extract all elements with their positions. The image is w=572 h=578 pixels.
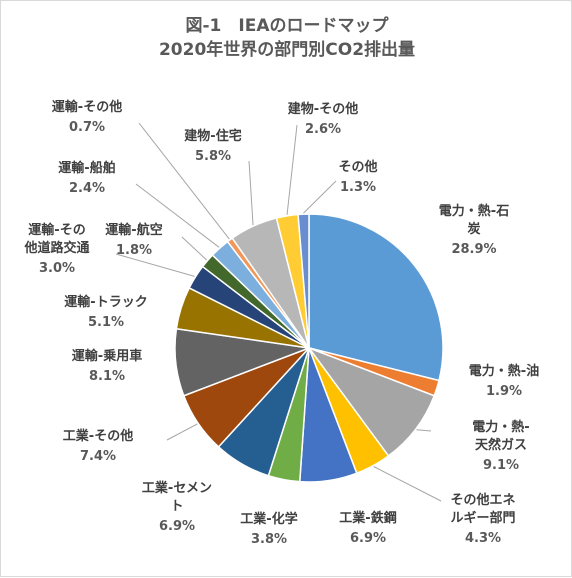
- slice-label: その他: [338, 159, 377, 175]
- leader-line: [373, 466, 442, 502]
- leader-line: [138, 122, 230, 240]
- slice-label: 運輸-その他: [52, 99, 122, 115]
- slice-value-label: 28.9%: [451, 242, 496, 257]
- slice-value-label: 2.4%: [69, 181, 105, 196]
- slice-label: 天然ガス: [475, 437, 527, 453]
- slice-label: 工業-鉄鋼: [339, 510, 396, 526]
- slice-label: 電力・熱-: [472, 419, 529, 435]
- slice-value-label: 9.1%: [483, 458, 519, 473]
- chart-title-line-1: 図-1 IEAのロードマップ: [185, 16, 389, 36]
- slice-label: 運輸-その: [28, 222, 85, 238]
- slice-value-label: 5.8%: [195, 149, 231, 164]
- chart-title-line-2: 2020年世界の部門別CO2排出量: [158, 40, 416, 60]
- leader-line: [248, 160, 254, 226]
- slice-value-label: 2.6%: [305, 122, 341, 137]
- slice-value-label: 8.1%: [89, 369, 125, 384]
- slice-label: 運輸-航空: [105, 222, 162, 238]
- slice-value-label: 3.8%: [251, 532, 287, 547]
- slice-value-label: 5.1%: [88, 315, 124, 330]
- leader-line: [416, 429, 432, 432]
- slice-label: 建物-その他: [288, 101, 358, 117]
- slice-value-label: 6.9%: [159, 519, 195, 534]
- slice-label: 工業-化学: [240, 511, 297, 527]
- slice-label: ト: [170, 499, 183, 514]
- slice-label: 電力・熱-石: [439, 203, 509, 219]
- slice-label: 運輸-乗用車: [72, 348, 142, 364]
- slice-value-label: 7.4%: [80, 449, 116, 464]
- slice-value-label: 1.3%: [340, 180, 376, 195]
- slice-label: 炭: [467, 221, 480, 237]
- slice-value-label: 3.0%: [39, 261, 75, 276]
- leader-line: [135, 183, 220, 248]
- leader-line: [303, 180, 337, 214]
- leader-line: [115, 253, 195, 277]
- pie-slice: [297, 213, 310, 349]
- slice-label: 工業-その他: [63, 428, 133, 444]
- slice-label: 電力・熱-油: [469, 363, 539, 379]
- slice-value-label: 1.9%: [486, 384, 522, 399]
- leader-line: [286, 124, 298, 215]
- leader-line: [166, 423, 198, 441]
- leader-line: [181, 236, 207, 261]
- slice-label: 運輸-トラック: [64, 294, 147, 310]
- slice-label: その他エネ: [450, 492, 515, 508]
- slice-value-label: 4.3%: [465, 531, 501, 546]
- slice-label: 他道路交通: [23, 240, 89, 256]
- pie-slice: [308, 213, 444, 382]
- slice-label: 建物-住宅: [184, 128, 241, 144]
- slice-label: ルギー部門: [450, 510, 515, 526]
- slice-value-label: 0.7%: [69, 120, 105, 135]
- slice-value-label: 6.9%: [350, 531, 386, 546]
- slice-label: 運輸-船舶: [58, 160, 115, 176]
- slice-label: 工業-セメン: [142, 480, 212, 496]
- slice-value-label: 1.8%: [116, 243, 152, 258]
